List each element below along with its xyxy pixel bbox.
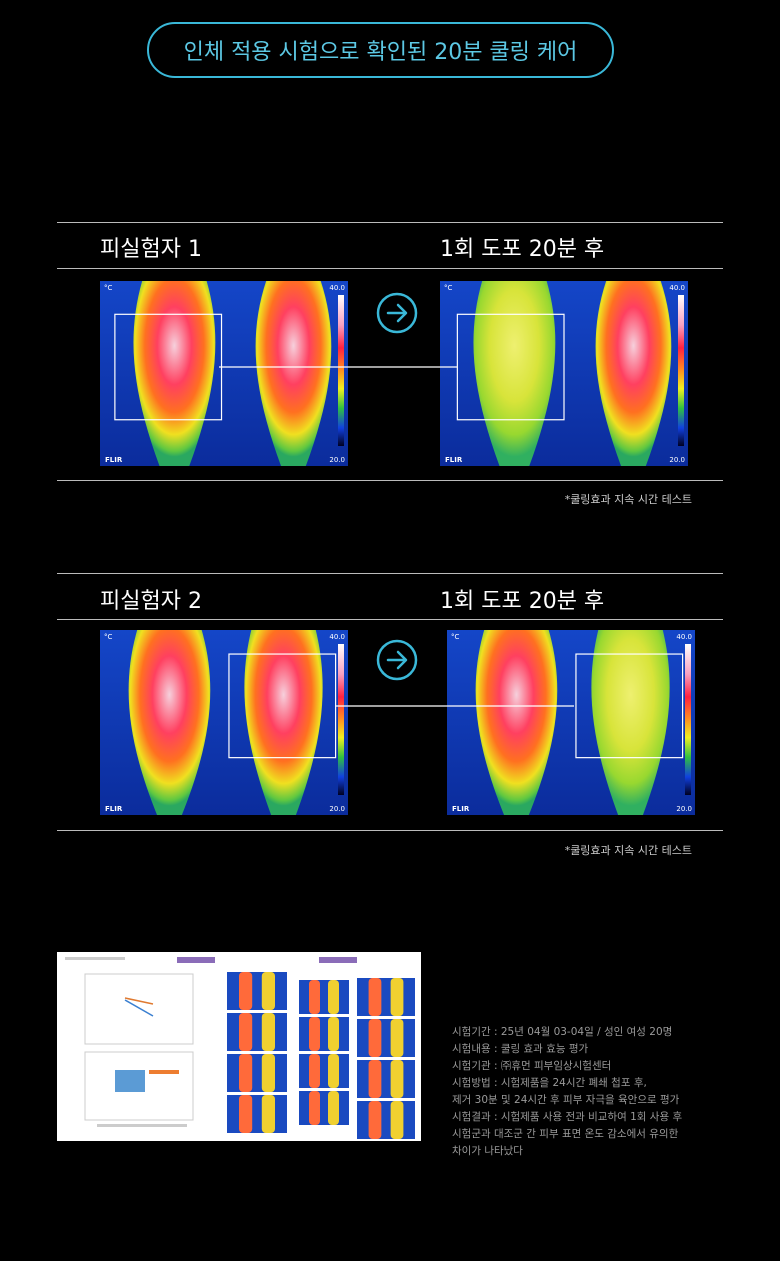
mini-leg [261, 1013, 275, 1051]
scale-bar [338, 295, 344, 446]
subject-label: 피실험자 1 [100, 237, 202, 262]
mini-thermal [357, 1019, 415, 1057]
after-label: 1회 도포 20분 후 [440, 589, 605, 614]
info-line: 시험내용 : 쿨링 효과 효능 평가 [452, 1043, 589, 1055]
leg [244, 630, 323, 815]
scale-max: 40.0 [676, 633, 692, 641]
after-label: 1회 도포 20분 후 [440, 237, 605, 262]
mini-leg [309, 1091, 320, 1125]
info-line: 시험기관 : ㈜휴먼 피부임상시험센터 [452, 1060, 612, 1072]
divider [57, 573, 723, 574]
subject-label: 피실험자 2 [100, 589, 202, 614]
divider [57, 619, 723, 620]
mini-leg [368, 1019, 382, 1057]
mini-leg [309, 1054, 320, 1088]
mini-thermal [299, 1017, 349, 1051]
title: 인체 적용 시험으로 확인된 20분 쿨링 케어 [147, 22, 614, 78]
focus-box [456, 313, 565, 421]
mini-leg [239, 1095, 253, 1133]
thermal-image: °C 40.0 20.0 FLIR [100, 281, 348, 466]
mini-leg [328, 1091, 339, 1125]
scale-max: 40.0 [329, 633, 345, 641]
mini-thermal [227, 1054, 287, 1092]
arrow-icon [386, 303, 408, 323]
note: *쿨링효과 지속 시간 테스트 [564, 844, 692, 857]
mini-leg [239, 1013, 253, 1051]
mini-leg [390, 1060, 404, 1098]
mini-leg [328, 1054, 339, 1088]
mini-leg [328, 980, 339, 1014]
arrow-circle [376, 639, 418, 681]
mini-leg [368, 1060, 382, 1098]
info-line: 제거 30분 및 24시간 후 피부 자극을 육안으로 평가 [452, 1094, 680, 1106]
mini-thermal [357, 978, 415, 1016]
info-line: 시험결과 : 시험제품 사용 전과 비교하여 1회 사용 후 [452, 1111, 683, 1123]
info-line: 시험기간 : 25년 04월 03-04일 / 성인 여성 20명 [452, 1026, 673, 1038]
mini-leg [261, 972, 275, 1010]
mini-leg [261, 1095, 275, 1133]
scale-bar [678, 295, 684, 446]
mini-leg [390, 978, 404, 1016]
scale-bar [685, 644, 691, 795]
arrow-icon [386, 650, 408, 670]
mini-thermal [357, 1060, 415, 1098]
divider [57, 830, 723, 831]
info-line: 시험방법 : 시험제품을 24시간 폐쇄 첩포 후, [452, 1077, 647, 1089]
mini-leg [390, 1101, 404, 1139]
thermal-image: °C 40.0 20.0 FLIR [440, 281, 688, 466]
mini-thermal [357, 1101, 415, 1139]
scale-min: 20.0 [676, 805, 692, 813]
arrow-circle [376, 292, 418, 334]
note: *쿨링효과 지속 시간 테스트 [564, 493, 692, 506]
focus-box [228, 653, 337, 759]
scale-bar [338, 644, 344, 795]
unit: °C [104, 633, 113, 641]
leg [128, 630, 211, 815]
brand: FLIR [105, 805, 123, 813]
brand: FLIR [445, 456, 463, 464]
scale-min: 20.0 [329, 456, 345, 464]
report-thumbnail [57, 952, 421, 1141]
leg [255, 281, 332, 466]
info-line: 차이가 나타났다 [452, 1145, 523, 1157]
scale-max: 40.0 [669, 284, 685, 292]
mini-leg [261, 1054, 275, 1092]
mini-leg [309, 1017, 320, 1051]
scale-min: 20.0 [669, 456, 685, 464]
mini-leg [309, 980, 320, 1014]
scale-max: 40.0 [329, 284, 345, 292]
brand: FLIR [105, 456, 123, 464]
leg [591, 630, 670, 815]
info-line: 시험군과 대조군 간 피부 표면 온도 감소에서 유의한 [452, 1128, 679, 1140]
mini-leg [390, 1019, 404, 1057]
leg [595, 281, 672, 466]
unit: °C [444, 284, 453, 292]
mini-leg [239, 972, 253, 1010]
divider [57, 222, 723, 223]
mini-leg [368, 1101, 382, 1139]
unit: °C [104, 284, 113, 292]
mini-leg [328, 1017, 339, 1051]
unit: °C [451, 633, 460, 641]
brand: FLIR [452, 805, 470, 813]
thermal-image: °C 40.0 20.0 FLIR [100, 630, 348, 815]
divider [57, 268, 723, 269]
leg [475, 630, 558, 815]
mini-thermal [227, 972, 287, 1010]
scale-min: 20.0 [329, 805, 345, 813]
mini-thermal [227, 1095, 287, 1133]
mini-thermal [299, 980, 349, 1014]
focus-box [575, 653, 684, 759]
divider [57, 480, 723, 481]
mini-leg [239, 1054, 253, 1092]
mini-thermal [299, 1091, 349, 1125]
thermal-image: °C 40.0 20.0 FLIR [447, 630, 695, 815]
mini-leg [368, 978, 382, 1016]
mini-thermal [299, 1054, 349, 1088]
mini-thermal [227, 1013, 287, 1051]
